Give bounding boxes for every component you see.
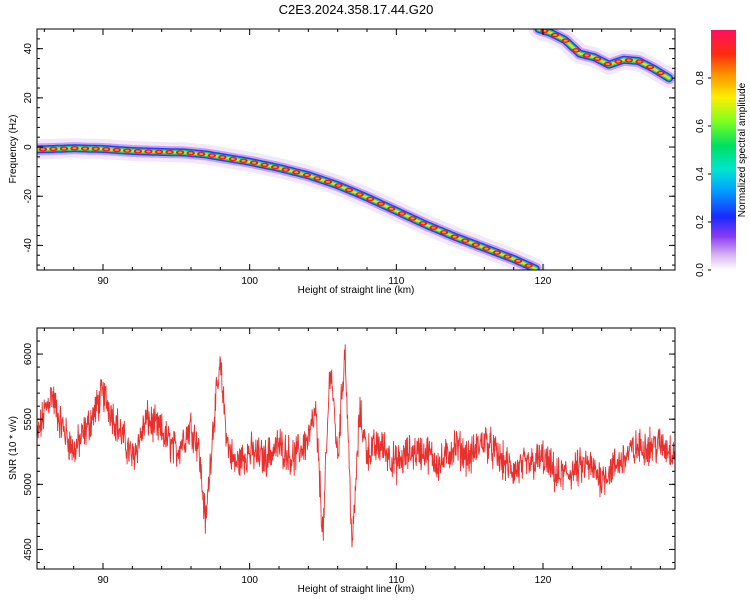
snr-line [37, 344, 675, 548]
snr-x-tick-label: 90 [97, 575, 109, 586]
upper-ridge-peak-core [637, 60, 642, 63]
main-ridge-peak-core [473, 243, 478, 246]
main-ridge-peak-core [125, 149, 130, 152]
snr-x-tick-label: 120 [535, 575, 552, 586]
main-ridge-peak-core [389, 207, 394, 210]
colorbar: 0.0 0.2 0.4 0.6 0.8 Normalized spectral ampl… [695, 30, 748, 277]
snr-frame [36, 327, 676, 570]
spectrogram-x-tick-label: 120 [535, 276, 552, 287]
main-ridge-peak-core [452, 235, 457, 238]
main-ridge-peak-core [294, 171, 299, 174]
spectrogram-x-tick-label: 90 [97, 276, 109, 287]
main-ridge-peak-core [516, 259, 521, 262]
spectrogram-y-tick-label: 20 [23, 92, 34, 104]
main-ridge-peak-core [178, 151, 183, 154]
main-ridge-peak-core [484, 247, 489, 250]
spectrogram-y-axis-label: Frequency (Hz) [8, 115, 19, 184]
snr-y-axis-label: SNR (10 * v/v) [8, 416, 19, 480]
main-ridge-peak-core [40, 148, 45, 151]
spectrogram-x-tick-label: 100 [241, 276, 258, 287]
spectrogram-frame [36, 28, 676, 271]
main-ridge-peak-core [494, 251, 499, 254]
spectrogram-y-tick-label: 0 [23, 144, 34, 150]
main-ridge-peak-core [135, 150, 140, 153]
spectrogram-y-tick-label: 40 [23, 43, 34, 55]
main-ridge-peak-core [209, 154, 214, 157]
snr-x-tick-label: 110 [388, 575, 404, 586]
main-ridge-peak-core [62, 147, 66, 150]
snr-series [37, 344, 675, 548]
main-ridge-peak-core [526, 264, 531, 267]
snr-y-tick-label: 5000 [23, 473, 34, 496]
main-ridge-peak-core [399, 212, 404, 215]
upper-ridge-peak-core [658, 72, 663, 74]
snr-y-tick-label: 6000 [23, 342, 34, 365]
upper-ridge-peak-core [616, 60, 621, 63]
main-ridge-peak-core [114, 148, 119, 151]
colorbar-label: Normalized spectral amplitude [737, 82, 748, 217]
upper-ridge-peak-core [584, 54, 589, 57]
snr-y-tick-label: 4500 [23, 538, 34, 561]
main-ridge-peak-core [410, 217, 415, 220]
upper-ridge-peak-core [595, 57, 600, 60]
upper-ridge-peak-core [574, 49, 579, 52]
upper-ridge-peak-core [553, 34, 557, 36]
main-ridge-peak-core [262, 163, 267, 166]
main-ridge-peak-core [188, 152, 193, 155]
upper-ridge-peak-core [626, 59, 631, 62]
colorbar-gradient [711, 30, 736, 270]
main-ridge-peak-core [273, 166, 278, 169]
main-ridge-peak-core [326, 180, 330, 183]
colorbar-tick-label: 0.4 [695, 167, 706, 181]
main-ridge-peak-core [368, 197, 373, 200]
colorbar-tick-label: 0.0 [695, 263, 706, 277]
colorbar-tick-label: 0.2 [695, 215, 706, 229]
main-ridge-peak-core [421, 222, 425, 225]
upper-ridge-peak-core [563, 39, 568, 42]
main-ridge-peak-core [167, 151, 172, 154]
main-ridge-peak-core [505, 255, 510, 258]
spectrogram-y-tick-label: -20 [23, 189, 34, 204]
main-ridge-peak-core [315, 177, 320, 180]
snr-y-tick-label: 5500 [23, 408, 34, 431]
snr-plot-area [37, 328, 675, 569]
snr-panel: 90 100 110 120 6000 5500 5000 4500 Height of st… [8, 327, 676, 595]
snr-x-tick-label: 100 [241, 575, 258, 586]
main-ridge-peak-core [51, 147, 56, 150]
upper-ridge-peak-core [605, 63, 610, 66]
main-ridge-peak-core [431, 226, 436, 229]
main-ridge-peak-core [104, 148, 109, 151]
main-ridge-peak-core [220, 156, 225, 159]
main-ridge-peak-core [157, 150, 161, 153]
main-ridge-peak-core [347, 189, 352, 191]
main-ridge-peak-core [463, 239, 468, 242]
main-ridge-peak-core [357, 193, 362, 196]
figure-title: C2E3.2024.358.17.44.G20 [279, 2, 434, 17]
colorbar-tick-label: 0.6 [695, 119, 706, 133]
main-ridge-peak-core [283, 168, 288, 171]
colorbar-tick-label: 0.8 [695, 71, 706, 85]
main-ridge-peak-core [199, 153, 204, 155]
main-ridge-peak-core [336, 184, 341, 187]
spectrogram-y-tick-label: -40 [23, 238, 34, 253]
main-ridge-peak-core [442, 231, 447, 234]
main-ridge-peak-core [378, 202, 383, 205]
spectrogram-x-axis-label: Height of straight line (km) [298, 285, 415, 296]
main-ridge-peak-core [83, 147, 88, 150]
main-ridge-peak-core [241, 159, 246, 162]
main-ridge-peak-core [304, 174, 309, 176]
spectrogram-x-tick-label: 110 [388, 276, 404, 287]
snr-x-axis-label: Height of straight line (km) [298, 584, 415, 595]
spectrogram-panel: 90 100 110 120 40 20 0 -20 -40 Height of straigh… [8, 28, 676, 296]
upper-ridge-peak-core [648, 65, 653, 68]
main-ridge-peak-core [72, 147, 77, 150]
main-ridge-peak-core [230, 158, 235, 160]
main-ridge-peak-core [252, 161, 257, 164]
main-ridge-peak-core [146, 150, 151, 153]
main-ridge-peak-core [93, 147, 98, 150]
spectrogram-heatmap [37, 29, 675, 270]
colorbar-ticks: 0.0 0.2 0.4 0.6 0.8 [695, 71, 711, 277]
